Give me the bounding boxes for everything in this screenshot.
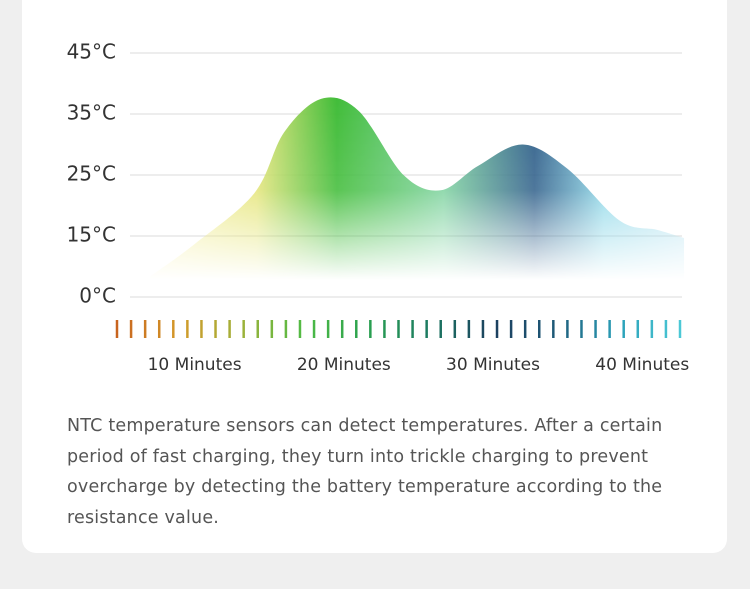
x-tick-label: 40 Minutes <box>595 355 689 375</box>
y-tick-label: 25°C <box>67 162 116 186</box>
y-tick-label: 35°C <box>67 101 116 125</box>
x-tick-label: 10 Minutes <box>148 355 242 375</box>
x-tick-label: 30 Minutes <box>446 355 540 375</box>
x-tick-label: 20 Minutes <box>297 355 391 375</box>
description: NTC temperature sensors can detect tempe… <box>67 416 663 528</box>
y-tick-label: 45°C <box>67 40 116 64</box>
temperature-area <box>149 97 685 298</box>
y-tick-label: 15°C <box>67 223 116 247</box>
y-tick-label: 0°C <box>79 284 116 308</box>
